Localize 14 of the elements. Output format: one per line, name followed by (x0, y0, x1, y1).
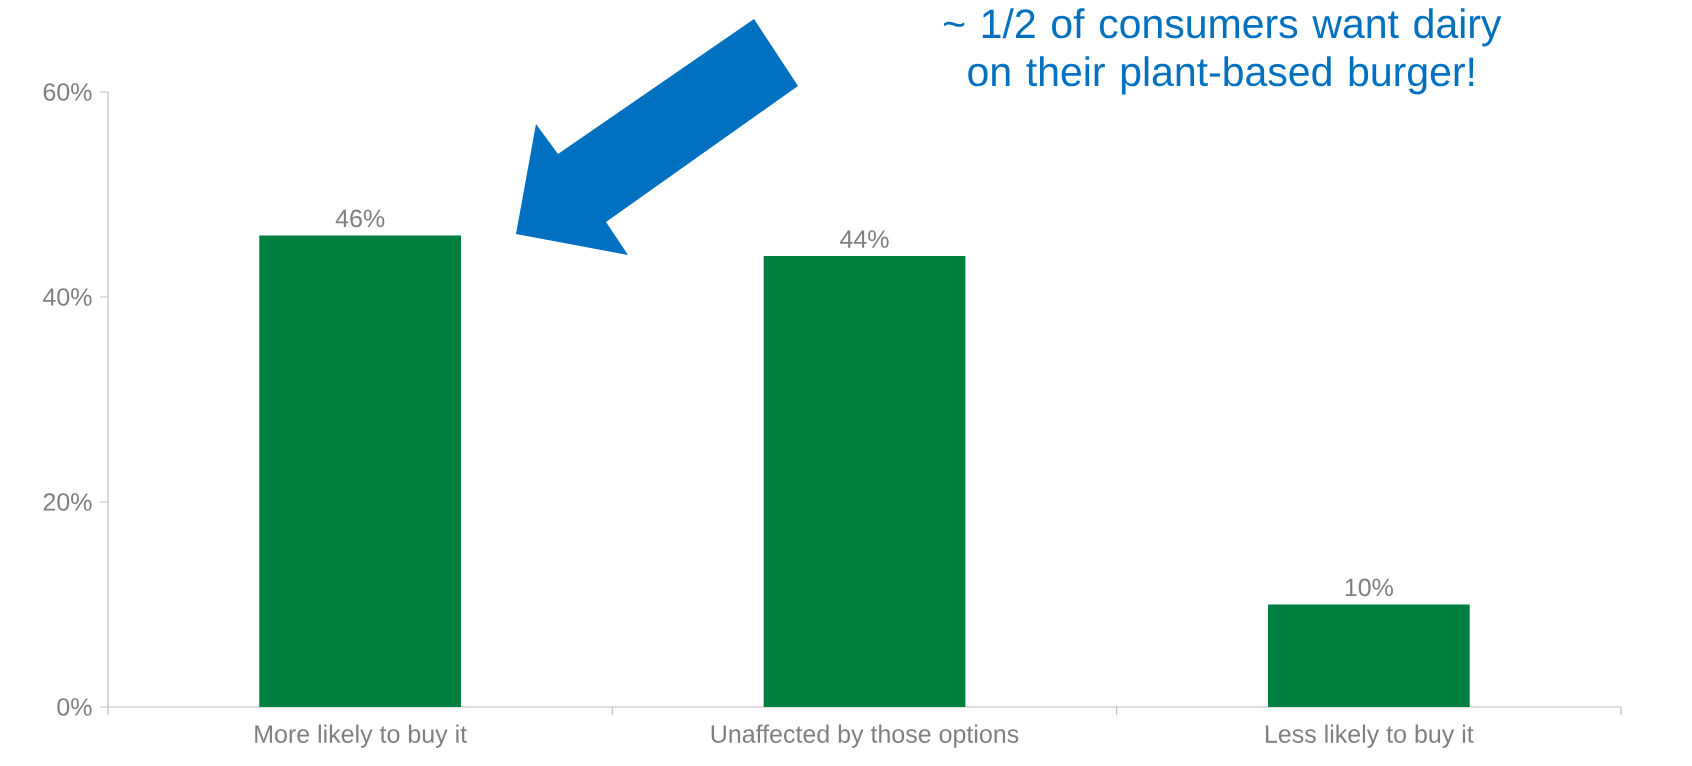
bar (259, 235, 462, 707)
annotation: ~ 1/2 of consumers want dairy on their plant-based burger! (943, 8, 1502, 95)
data-label: 44% (840, 230, 889, 248)
y-tick-label: 0% (57, 698, 92, 716)
x-tick-label: Less likely to buy it (1265, 724, 1474, 748)
x-tick-label: More likely to buy it (255, 724, 467, 748)
y-tick-label: 40% (43, 288, 92, 306)
y-tick-label: 60% (43, 83, 92, 101)
y-tick-label: 20% (43, 493, 92, 511)
data-label: 46% (335, 209, 385, 228)
x-tick-label: Unaffected by those options (711, 724, 1019, 748)
bar (763, 256, 966, 707)
data-label: 10% (1345, 578, 1393, 597)
bar (1267, 604, 1470, 707)
